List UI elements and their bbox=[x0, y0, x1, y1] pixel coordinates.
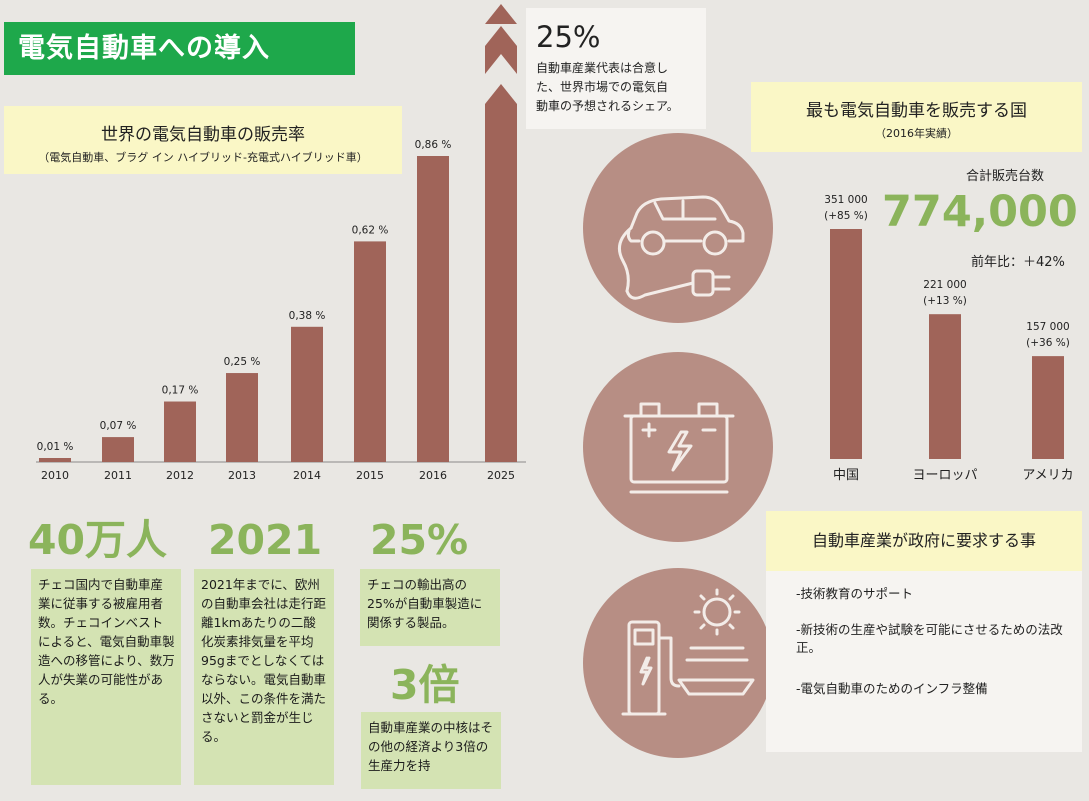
country-bar bbox=[929, 314, 961, 459]
bar-2025 bbox=[485, 84, 517, 462]
country-change-label: (+13 %) bbox=[923, 295, 967, 307]
sales-rate-subtitle: （電気自動車、ブラグ イン ハイブリッド-充電式ハイブリッド車） bbox=[38, 151, 368, 164]
forecast-text-3: 動車の予想されるシェア。 bbox=[536, 99, 679, 113]
stat-export-value: 25% bbox=[370, 516, 469, 564]
bar-2025-top bbox=[485, 26, 517, 74]
bar-value-label: 0,38 % bbox=[289, 310, 326, 322]
bar-value-label: 0,62 % bbox=[352, 224, 389, 236]
bar-2013 bbox=[226, 373, 258, 462]
top-countries-title: 最も電気自動車を販売する国 bbox=[806, 101, 1027, 121]
demands-title: 自動車産業が政府に要求する事 bbox=[811, 531, 1036, 550]
country-tick-label: 中国 bbox=[833, 468, 859, 483]
x-tick-label: 2011 bbox=[104, 469, 132, 482]
demand-item: -新技術の生産や試験を可能にさせるための法改正。 bbox=[796, 622, 1063, 655]
demand-item: -技術教育のサポート bbox=[796, 586, 914, 601]
bar-2025-arrow bbox=[485, 4, 517, 24]
top-countries-title-box: 最も電気自動車を販売する国 （2016年実績） bbox=[751, 82, 1082, 152]
total-sales-value: 774,000 bbox=[882, 187, 1078, 237]
bar-value-label: 0,01 % bbox=[37, 441, 74, 453]
page-title: 電気自動車への導入 bbox=[4, 22, 355, 75]
demands-title-box: 自動車産業が政府に要求する事 bbox=[766, 511, 1082, 571]
bar-2012 bbox=[164, 401, 196, 462]
total-yoy: 前年比：＋42% bbox=[971, 255, 1065, 270]
stat-employees-text: チェコ国内で自動車産業に従事する被雇用者数。チェコインベストによると、電気自動車… bbox=[31, 569, 181, 785]
car-battery-icon bbox=[623, 402, 735, 494]
bar-2016 bbox=[417, 156, 449, 462]
sales-rate-title-box: 世界の電気自動車の販売率 （電気自動車、ブラグ イン ハイブリッド-充電式ハイブ… bbox=[4, 106, 402, 174]
forecast-text-2: た、世界市場での電気自 bbox=[536, 80, 669, 94]
stat-2021-text: 2021年までに、欧州の自動車会社は走行距離1kmあたりの二酸化炭素排気量を平均… bbox=[194, 569, 334, 785]
demands-box: 自動車産業が政府に要求する事 -技術教育のサポート -新技術の生産や試験を可能に… bbox=[766, 511, 1082, 752]
bar-value-label: 0,07 % bbox=[100, 420, 137, 432]
total-sales-label: 合計販売台数 bbox=[966, 169, 1045, 184]
forecast-text-1: 自動車産業代表は合意し bbox=[536, 61, 669, 75]
bar-value-label: 0,86 % bbox=[415, 139, 452, 151]
x-tick-label: 2016 bbox=[419, 469, 447, 482]
stat-export-text: チェコの輸出高の25%が自動車製造に関係する製品。 bbox=[360, 569, 500, 646]
bar-value-label: 0,25 % bbox=[224, 356, 261, 368]
country-tick-label: ヨーロッパ bbox=[912, 468, 977, 483]
bar-2014 bbox=[291, 326, 323, 462]
electric-car-plug-icon bbox=[617, 195, 745, 300]
x-tick-label: 2025 bbox=[487, 469, 515, 482]
bar-2011 bbox=[102, 437, 134, 462]
forecast-value: 25% bbox=[536, 20, 601, 54]
sales-rate-title: 世界の電気自動車の販売率 bbox=[101, 125, 305, 145]
top-countries-subtitle: （2016年実績） bbox=[875, 127, 958, 140]
country-value-label: 351 000 bbox=[824, 194, 867, 206]
x-tick-label: 2015 bbox=[356, 469, 384, 482]
stat-employees-value: 40万人 bbox=[28, 516, 168, 564]
sales-rate-bar-chart: 0,01 % 2010 0,07 % 2011 0,17 % 2012 0,25 % 2013… bbox=[36, 4, 526, 482]
x-tick-label: 2012 bbox=[166, 469, 194, 482]
country-change-label: (+85 %) bbox=[824, 210, 868, 222]
charging-station-circle bbox=[583, 568, 773, 758]
country-tick-label: アメリカ bbox=[1022, 468, 1073, 483]
charging-station-solar-icon bbox=[621, 588, 755, 716]
x-tick-label: 2014 bbox=[293, 469, 321, 482]
demand-item: -電気自動車のためのインフラ整備 bbox=[796, 681, 988, 696]
x-tick-label: 2010 bbox=[41, 469, 69, 482]
top-countries-bar-chart: 351 000 (+85 %) 中国 221 000 (+13 %) ヨーロッパ 157 0… bbox=[824, 194, 1074, 483]
bar-value-label: 0,17 % bbox=[162, 385, 199, 397]
electric-car-circle bbox=[583, 133, 773, 323]
bar-2015 bbox=[354, 241, 386, 462]
country-bar bbox=[830, 229, 862, 459]
country-change-label: (+36 %) bbox=[1026, 337, 1070, 349]
x-tick-label: 2013 bbox=[228, 469, 256, 482]
country-value-label: 221 000 bbox=[923, 279, 966, 291]
stat-2021-value: 2021 bbox=[208, 516, 323, 564]
forecast-box: 25% 自動車産業代表は合意し た、世界市場での電気自 動車の予想されるシェア。 bbox=[526, 8, 706, 129]
stat-productivity-text: 自動車産業の中核はその他の経済より3倍の生産力を持 bbox=[361, 712, 501, 789]
country-value-label: 157 000 bbox=[1026, 321, 1069, 333]
bar-2010 bbox=[39, 458, 71, 462]
country-bar bbox=[1032, 356, 1064, 459]
stat-productivity-value: 3倍 bbox=[390, 661, 460, 709]
battery-circle bbox=[583, 352, 773, 542]
